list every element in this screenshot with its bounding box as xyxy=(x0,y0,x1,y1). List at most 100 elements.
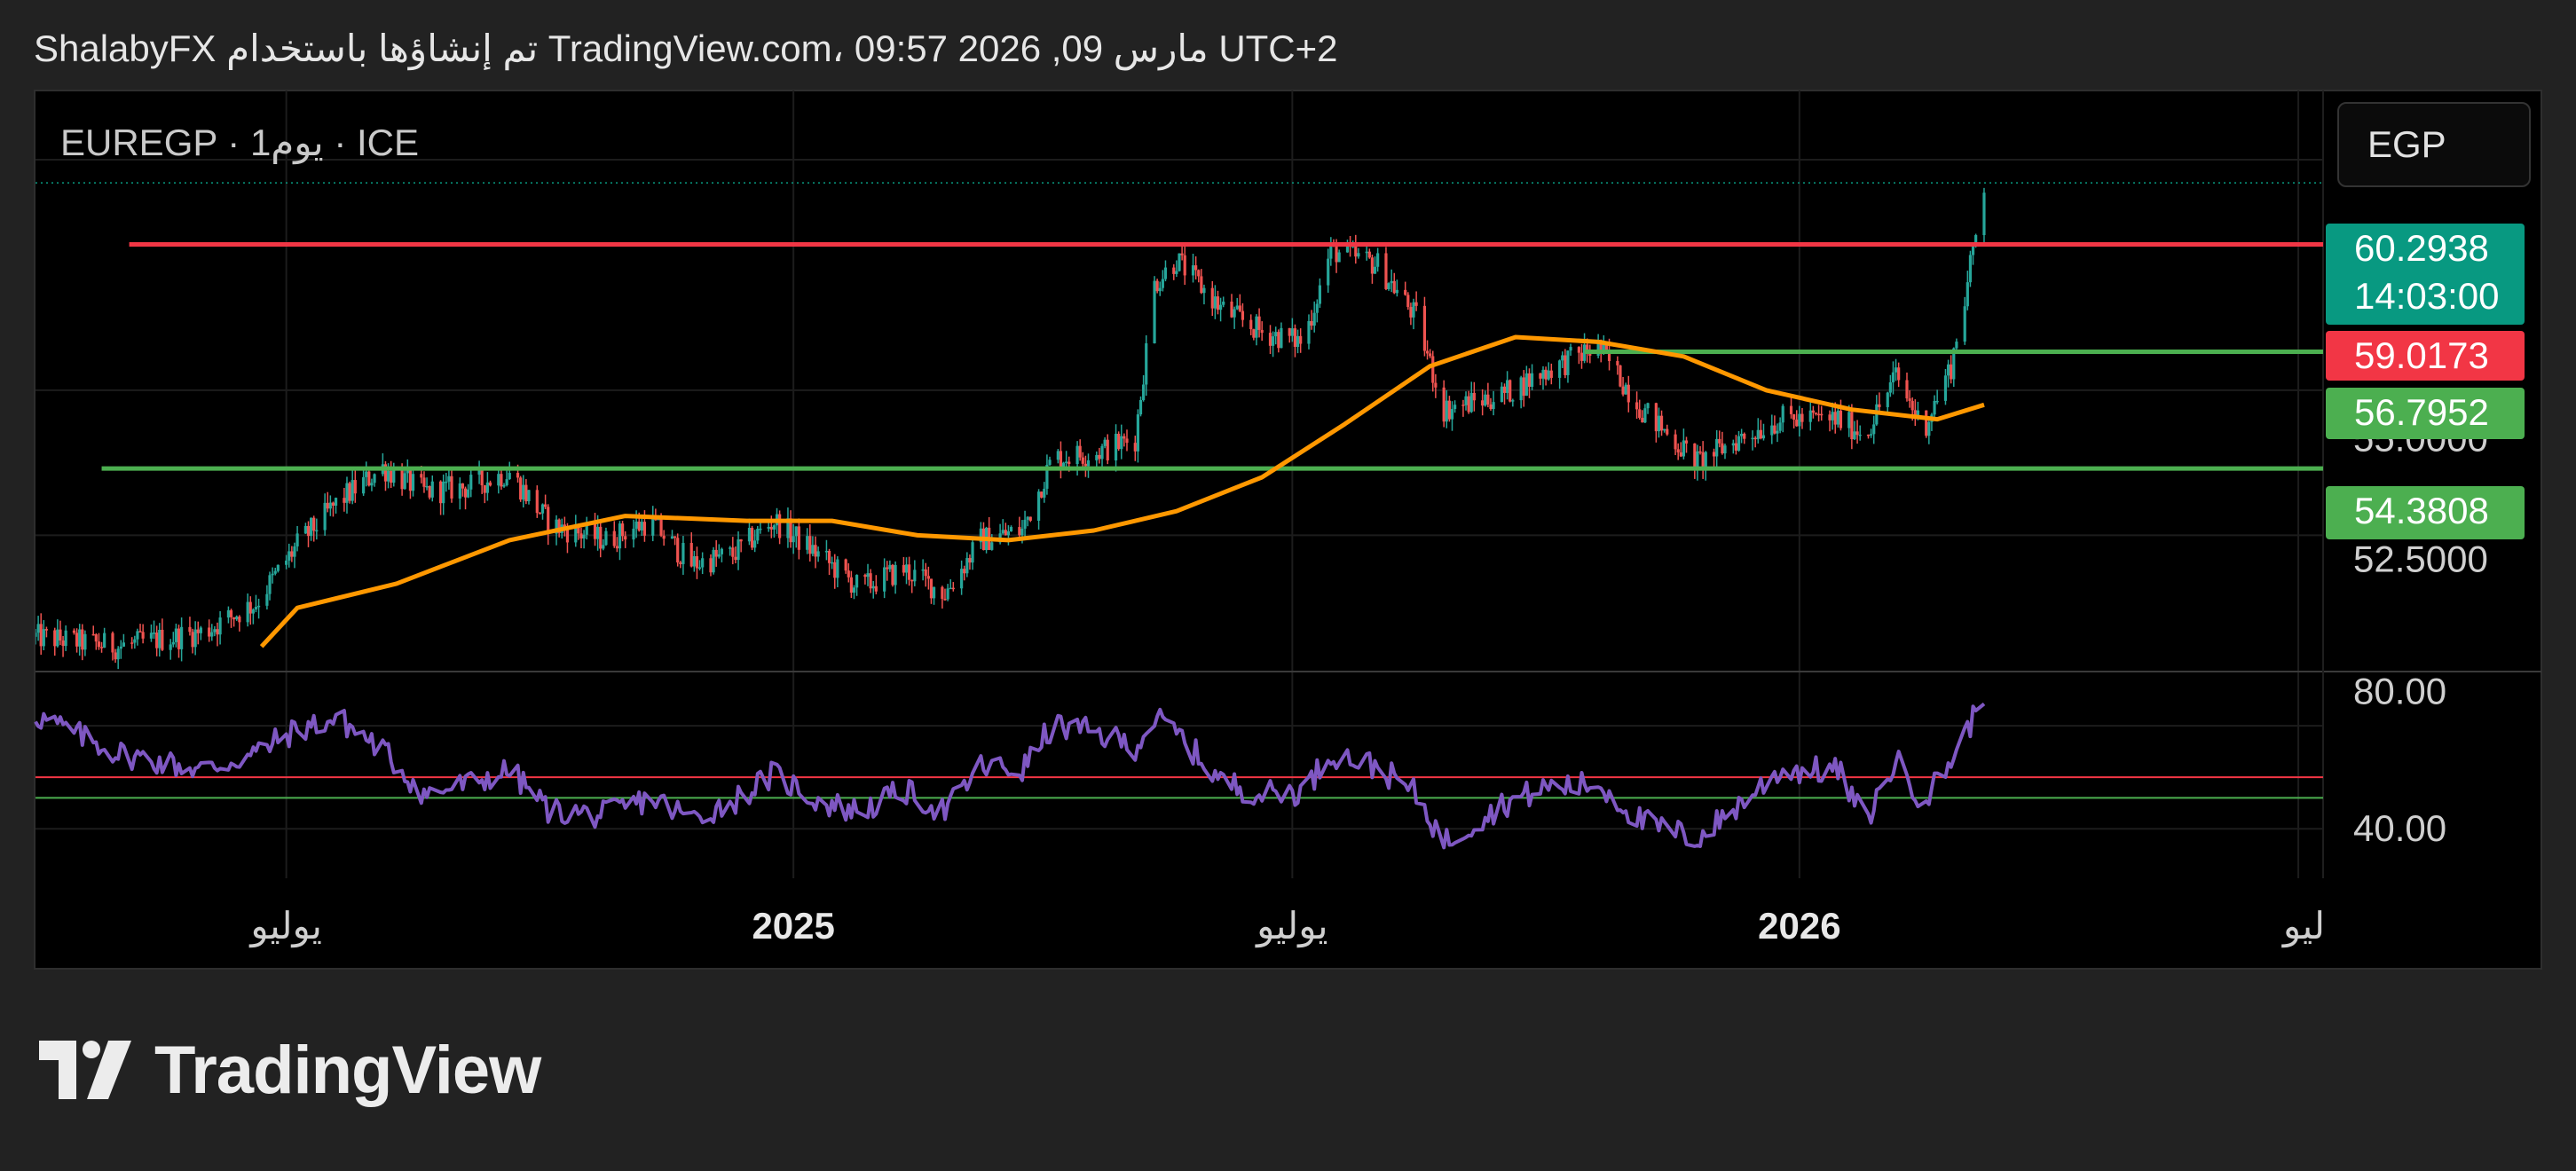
candle-body xyxy=(1469,392,1473,413)
candle-body xyxy=(557,519,561,533)
candle-body xyxy=(97,641,101,648)
candle-body xyxy=(1643,408,1647,423)
candle-body xyxy=(152,633,156,634)
candle-body xyxy=(1233,309,1236,318)
candle-body xyxy=(1337,252,1341,263)
candle-body xyxy=(500,474,503,487)
candle-body xyxy=(1624,384,1627,395)
candle-body xyxy=(786,518,790,538)
candle-body xyxy=(849,577,853,593)
candle-body xyxy=(1114,433,1118,461)
candle-body xyxy=(1392,280,1396,294)
price-label-value: 60.2938 xyxy=(2354,227,2489,269)
candle-body xyxy=(844,559,847,571)
candle-body xyxy=(199,627,202,633)
candle-body xyxy=(1761,435,1766,439)
candle-body xyxy=(1086,460,1091,467)
candle-body xyxy=(692,556,696,567)
candle-body xyxy=(778,514,782,538)
candle-body xyxy=(1646,403,1650,409)
x-tick-label: يوليو xyxy=(1255,905,1328,948)
price-axis-tick: 52.5000 xyxy=(2353,538,2488,580)
candle-body xyxy=(772,525,776,530)
candle-body xyxy=(1577,347,1580,353)
candle-body xyxy=(161,629,164,650)
candle-body xyxy=(1544,369,1548,380)
candle-body xyxy=(1175,271,1178,274)
candle-body xyxy=(902,564,905,573)
candle-body xyxy=(1481,400,1485,406)
candle-body xyxy=(1666,428,1669,435)
candle-body xyxy=(794,526,798,537)
currency-button[interactable]: EGP xyxy=(2337,102,2531,187)
candle-body xyxy=(1453,405,1457,410)
candle-body xyxy=(1312,312,1316,326)
candle-body xyxy=(1125,438,1129,444)
candle-body xyxy=(1839,410,1843,428)
candles xyxy=(35,187,1986,670)
candle-body xyxy=(420,474,423,478)
candle-body xyxy=(681,543,685,564)
candle-body xyxy=(750,528,754,548)
candle-body xyxy=(133,639,137,643)
candle-body xyxy=(1249,319,1253,330)
tradingview-logo[interactable]: TradingView xyxy=(39,1033,541,1108)
candle-body xyxy=(1682,440,1686,457)
candle-body xyxy=(544,504,547,507)
candle-body xyxy=(612,530,616,546)
candle-body xyxy=(1065,461,1068,463)
candle-body xyxy=(1098,454,1101,460)
candle-body xyxy=(574,525,578,543)
candle-body xyxy=(1376,253,1380,267)
candle-body xyxy=(1759,429,1762,439)
candle-body xyxy=(1596,340,1600,356)
candle-body xyxy=(1778,422,1782,431)
candle-body xyxy=(689,543,693,567)
candle-body xyxy=(61,641,65,647)
candle-body xyxy=(910,579,914,582)
candle-body xyxy=(1191,265,1195,276)
candle-body xyxy=(450,475,453,499)
candle-body xyxy=(593,523,597,539)
candle-body xyxy=(323,502,327,530)
candle-body xyxy=(949,587,952,590)
candle-body xyxy=(1106,439,1109,461)
candle-body xyxy=(1946,364,1950,376)
candle-body xyxy=(1756,429,1760,440)
candle-body xyxy=(1696,451,1699,470)
chart-area[interactable] xyxy=(34,90,2542,970)
candle-body xyxy=(103,633,106,648)
candle-body xyxy=(56,629,59,647)
candle-body xyxy=(642,522,647,536)
candle-body xyxy=(1268,333,1272,346)
candle-body xyxy=(1218,304,1223,310)
candle-body xyxy=(216,629,219,635)
candle-body xyxy=(824,551,829,553)
candle-body xyxy=(1586,344,1589,355)
candle-body xyxy=(119,646,122,649)
candle-body xyxy=(960,569,964,589)
candle-body xyxy=(1530,373,1534,387)
candle-body xyxy=(1558,360,1562,378)
candle-body xyxy=(1679,452,1682,457)
candle-body xyxy=(497,474,500,486)
candle-body xyxy=(1800,413,1804,422)
candle-body xyxy=(213,629,217,633)
x-tick-label: 2026 xyxy=(1758,905,1840,947)
candle-body xyxy=(1484,394,1487,406)
candle-body xyxy=(913,570,917,582)
candle-body xyxy=(246,601,249,623)
candle-body xyxy=(1616,361,1619,365)
candle-body xyxy=(1858,434,1862,436)
candle-body xyxy=(808,536,812,554)
candle-body xyxy=(990,542,994,550)
candle-body xyxy=(193,629,197,648)
candle-body xyxy=(1776,430,1779,434)
candle-body xyxy=(1878,404,1881,407)
candle-body xyxy=(273,570,277,574)
candle-body xyxy=(256,605,261,608)
candle-body xyxy=(618,523,622,549)
candle-body xyxy=(852,587,856,593)
candle-body xyxy=(1133,443,1137,452)
